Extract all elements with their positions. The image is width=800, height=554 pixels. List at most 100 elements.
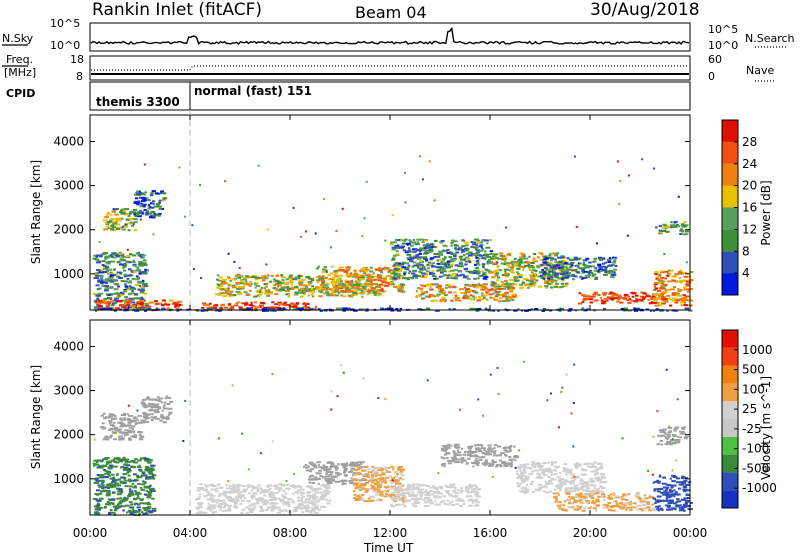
data-cell bbox=[526, 279, 530, 282]
data-cell bbox=[368, 291, 371, 294]
nsky-label: N.Sky bbox=[2, 32, 34, 45]
data-cell bbox=[317, 482, 320, 485]
data-cell bbox=[321, 280, 326, 283]
nsky-tick-top: 10^5 bbox=[50, 17, 80, 30]
data-cell bbox=[136, 495, 140, 498]
data-cell bbox=[430, 283, 436, 286]
data-cell bbox=[402, 249, 407, 252]
data-cell bbox=[485, 246, 491, 249]
data-cell bbox=[439, 285, 442, 288]
data-cell bbox=[341, 207, 344, 210]
data-cell bbox=[282, 501, 286, 504]
data-cell bbox=[353, 290, 358, 293]
data-cell bbox=[138, 260, 143, 263]
data-cell bbox=[492, 255, 496, 258]
data-cell bbox=[277, 301, 282, 304]
data-cell bbox=[130, 435, 134, 438]
data-cell bbox=[464, 263, 468, 266]
data-cell bbox=[362, 474, 366, 477]
data-cell bbox=[377, 483, 381, 486]
data-cell bbox=[110, 253, 113, 256]
data-cell bbox=[324, 286, 330, 289]
data-cell bbox=[454, 492, 458, 495]
data-cell bbox=[222, 278, 227, 281]
data-cell bbox=[102, 486, 106, 489]
data-cell bbox=[450, 456, 456, 459]
data-cell bbox=[176, 304, 182, 306]
data-cell bbox=[402, 503, 405, 506]
data-cell bbox=[399, 492, 404, 495]
data-cell bbox=[377, 274, 381, 276]
data-cell bbox=[346, 272, 349, 275]
data-cell bbox=[207, 506, 212, 509]
data-cell bbox=[308, 288, 311, 291]
data-cell bbox=[140, 511, 144, 514]
data-cell bbox=[122, 437, 125, 440]
data-cell bbox=[147, 461, 152, 464]
data-cell bbox=[395, 493, 398, 496]
data-cell bbox=[526, 261, 531, 264]
data-cell bbox=[309, 485, 313, 488]
data-cell bbox=[499, 255, 503, 257]
data-cell bbox=[442, 457, 445, 460]
data-cell bbox=[459, 246, 464, 249]
data-cell bbox=[150, 211, 155, 214]
data-cell bbox=[251, 493, 255, 496]
data-cell bbox=[560, 282, 565, 285]
data-cell bbox=[120, 280, 125, 283]
data-cell bbox=[523, 284, 528, 287]
data-cell bbox=[451, 458, 456, 461]
data-cell bbox=[127, 256, 130, 259]
data-cell bbox=[243, 276, 247, 279]
data-cell bbox=[391, 283, 395, 286]
data-cell bbox=[131, 277, 135, 280]
data-cell bbox=[291, 277, 295, 280]
data-cell bbox=[424, 291, 428, 294]
data-cell bbox=[346, 290, 351, 292]
data-cell bbox=[162, 299, 166, 302]
data-cell bbox=[152, 200, 156, 203]
data-cell bbox=[492, 282, 497, 285]
data-cell bbox=[113, 438, 117, 441]
data-cell bbox=[517, 272, 520, 275]
data-cell bbox=[677, 195, 680, 198]
data-cell bbox=[458, 255, 464, 258]
data-cell bbox=[287, 510, 292, 513]
data-cell bbox=[600, 257, 606, 260]
data-cell bbox=[521, 268, 525, 271]
data-cell bbox=[280, 484, 285, 486]
data-cell bbox=[346, 266, 349, 269]
data-cell bbox=[456, 274, 462, 277]
scatter-region bbox=[440, 443, 520, 468]
data-cell bbox=[509, 266, 515, 269]
data-cell bbox=[352, 472, 357, 475]
data-cell bbox=[160, 190, 164, 193]
data-cell bbox=[291, 288, 295, 290]
data-cell bbox=[679, 271, 683, 274]
data-cell bbox=[310, 277, 314, 280]
data-cell bbox=[103, 417, 107, 420]
data-cell bbox=[107, 227, 110, 229]
data-cell bbox=[662, 227, 665, 230]
data-cell bbox=[438, 253, 443, 256]
data-cell bbox=[481, 248, 485, 251]
data-cell bbox=[325, 467, 328, 470]
data-cell bbox=[310, 475, 314, 478]
data-cell bbox=[399, 470, 404, 473]
data-cell bbox=[611, 298, 614, 301]
data-cell bbox=[438, 486, 442, 489]
data-cell bbox=[422, 292, 425, 295]
data-cell bbox=[291, 501, 296, 504]
data-cell bbox=[104, 285, 109, 288]
data-cell bbox=[544, 257, 549, 260]
data-cell bbox=[435, 283, 439, 286]
data-cell bbox=[309, 511, 313, 514]
data-cell bbox=[111, 224, 114, 227]
data-cell bbox=[131, 254, 137, 257]
data-cell bbox=[428, 288, 434, 291]
data-cell bbox=[575, 225, 578, 228]
data-cell bbox=[534, 260, 538, 263]
data-cell bbox=[367, 280, 372, 283]
data-cell bbox=[127, 431, 133, 434]
data-cell bbox=[513, 445, 516, 448]
